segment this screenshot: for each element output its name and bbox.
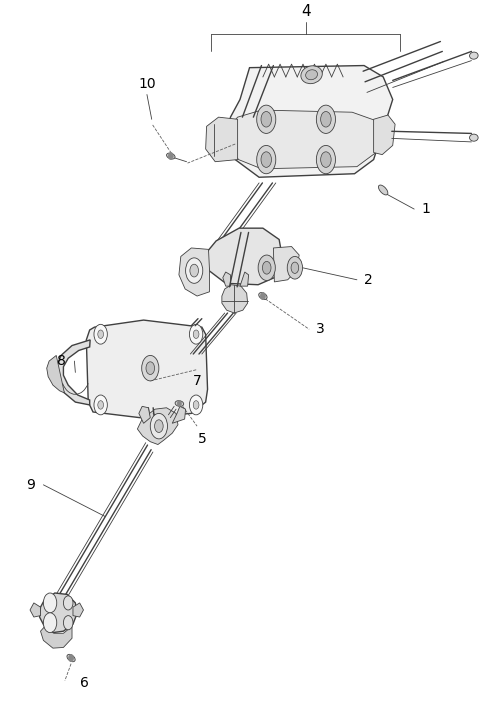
Polygon shape — [30, 603, 40, 617]
Circle shape — [168, 153, 173, 160]
Circle shape — [43, 613, 57, 633]
Circle shape — [316, 105, 336, 133]
Polygon shape — [226, 66, 393, 178]
Polygon shape — [39, 593, 77, 633]
Circle shape — [190, 324, 203, 344]
Polygon shape — [205, 117, 238, 162]
Circle shape — [261, 293, 265, 299]
Ellipse shape — [167, 153, 175, 159]
Ellipse shape — [67, 654, 75, 662]
Polygon shape — [223, 272, 230, 286]
Circle shape — [186, 258, 203, 284]
Circle shape — [263, 261, 271, 274]
Circle shape — [43, 593, 57, 613]
Circle shape — [178, 401, 181, 407]
Circle shape — [98, 330, 104, 339]
Circle shape — [63, 596, 73, 610]
Text: 4: 4 — [301, 4, 311, 19]
Text: 5: 5 — [197, 432, 206, 446]
Circle shape — [287, 256, 302, 279]
Circle shape — [291, 262, 299, 274]
Circle shape — [150, 413, 168, 439]
Circle shape — [142, 355, 159, 381]
Circle shape — [321, 152, 331, 168]
Polygon shape — [137, 407, 178, 445]
Text: 9: 9 — [26, 478, 35, 492]
Polygon shape — [205, 228, 283, 285]
Circle shape — [257, 145, 276, 174]
Text: 7: 7 — [192, 374, 202, 388]
Polygon shape — [86, 320, 207, 417]
Ellipse shape — [301, 66, 322, 84]
Polygon shape — [172, 407, 186, 423]
Circle shape — [98, 401, 104, 409]
Ellipse shape — [469, 134, 478, 141]
Circle shape — [257, 105, 276, 133]
Circle shape — [94, 324, 108, 344]
Circle shape — [190, 395, 203, 415]
Circle shape — [63, 616, 73, 630]
Text: 8: 8 — [57, 354, 66, 368]
Circle shape — [193, 401, 199, 409]
Polygon shape — [274, 246, 299, 282]
Text: 1: 1 — [421, 202, 430, 216]
Text: 3: 3 — [316, 322, 325, 337]
Polygon shape — [40, 626, 72, 648]
Ellipse shape — [259, 293, 267, 299]
Circle shape — [155, 420, 163, 432]
Ellipse shape — [378, 185, 388, 195]
Polygon shape — [373, 115, 395, 155]
Circle shape — [69, 654, 73, 662]
Circle shape — [94, 395, 108, 415]
Polygon shape — [179, 248, 209, 296]
Text: 2: 2 — [364, 273, 373, 287]
Circle shape — [321, 112, 331, 127]
Ellipse shape — [469, 52, 478, 59]
Circle shape — [261, 112, 272, 127]
Polygon shape — [56, 340, 90, 405]
Text: 6: 6 — [81, 676, 89, 690]
Text: 10: 10 — [138, 77, 156, 91]
Polygon shape — [73, 603, 84, 617]
Ellipse shape — [306, 69, 318, 79]
Polygon shape — [228, 110, 376, 169]
Circle shape — [316, 145, 336, 174]
Polygon shape — [240, 272, 249, 286]
Polygon shape — [139, 407, 150, 423]
Circle shape — [146, 362, 155, 374]
Circle shape — [190, 264, 199, 277]
Circle shape — [258, 255, 276, 281]
Ellipse shape — [175, 401, 184, 407]
Polygon shape — [47, 355, 64, 393]
Polygon shape — [222, 285, 248, 313]
Circle shape — [193, 330, 199, 339]
Circle shape — [261, 152, 272, 168]
